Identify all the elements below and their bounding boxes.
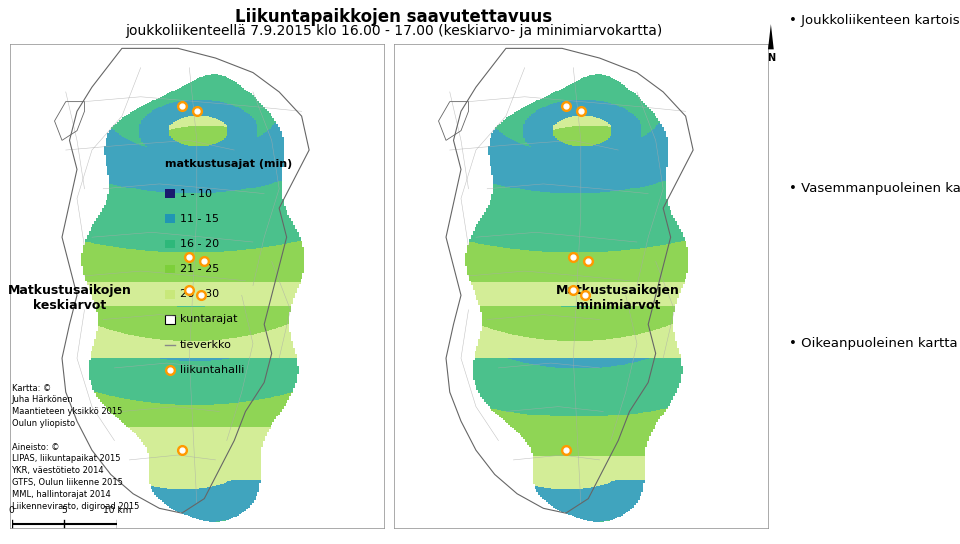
Text: liikuntahalli: liikuntahalli	[180, 365, 244, 375]
Text: 16 - 20: 16 - 20	[180, 239, 219, 249]
Text: 11 - 15: 11 - 15	[180, 214, 219, 224]
Text: • Oikeanpuoleinen kartta kuvaa parasta mahdollista saavutettavuutta → katsot aik: • Oikeanpuoleinen kartta kuvaa parasta m…	[789, 337, 960, 350]
Text: 26 - 30: 26 - 30	[180, 289, 219, 299]
Text: Liikuntapaikkojen saavutettavuus: Liikuntapaikkojen saavutettavuus	[235, 8, 552, 26]
Bar	[165, 239, 175, 248]
Bar	[165, 315, 175, 324]
Text: kuntarajat: kuntarajat	[180, 314, 237, 324]
Bar	[165, 214, 175, 223]
Bar	[165, 265, 175, 274]
Text: 5: 5	[61, 506, 67, 516]
Text: 0: 0	[9, 506, 14, 516]
Text: • Joukkoliikenteen kartoissa otettu huomioon päivämäärä ja kellonaika → edellisi: • Joukkoliikenteen kartoissa otettu huom…	[789, 14, 960, 27]
Text: Kartta: ©
Juha Härkönen
Maantieteen yksikkö 2015
Oulun yliopisto

Aineisto: ©
LI: Kartta: © Juha Härkönen Maantieteen yksi…	[12, 384, 139, 510]
Text: N: N	[767, 53, 775, 63]
Text: Matkustusaikojen
keskiarvot: Matkustusaikojen keskiarvot	[8, 284, 132, 312]
Text: Matkustusaikojen
minimiarvot: Matkustusaikojen minimiarvot	[556, 284, 681, 312]
Text: joukkoliikenteellä 7.9.2015 klo 16.00 - 17.00 (keskiarvo- ja minimiarvokartta): joukkoliikenteellä 7.9.2015 klo 16.00 - …	[125, 24, 662, 39]
Text: matkustusajat (min): matkustusajat (min)	[165, 159, 292, 169]
Bar	[165, 290, 175, 299]
Polygon shape	[768, 24, 774, 50]
Text: 1 - 10: 1 - 10	[180, 189, 211, 199]
Text: 10 km: 10 km	[103, 506, 132, 516]
Text: 21 - 25: 21 - 25	[180, 264, 219, 274]
Text: • Vasemmanpuoleinen kartta kuvaa keskimääräistä saavutettavuutta → jos menet pys: • Vasemmanpuoleinen kartta kuvaa keskimä…	[789, 182, 960, 195]
Bar	[165, 189, 175, 198]
Text: tieverkko: tieverkko	[180, 339, 231, 350]
